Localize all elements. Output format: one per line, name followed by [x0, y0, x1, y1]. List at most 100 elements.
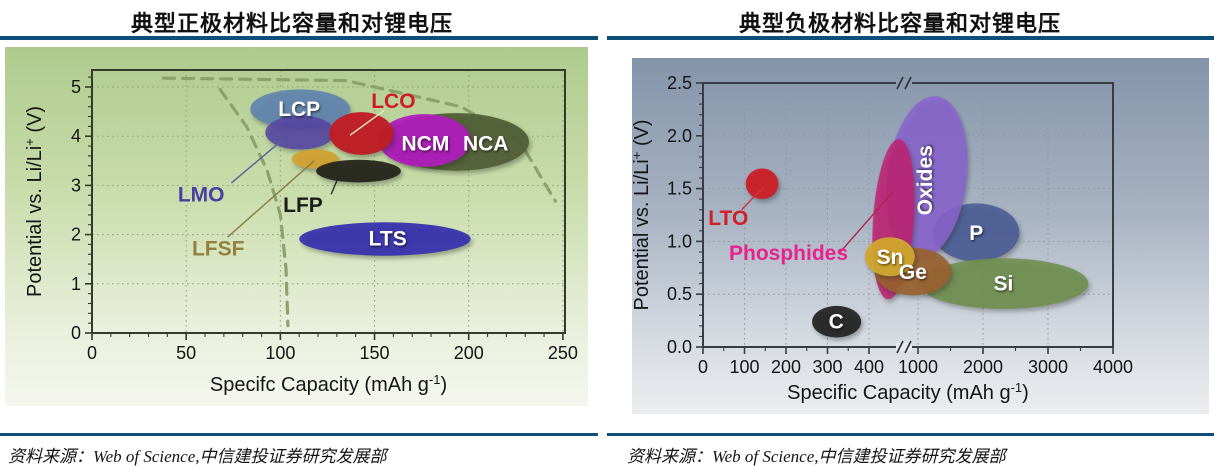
anode-section: 典型负极材料比容量和对锂电压 0 100 200 300 400 1000 2000 3000… [607, 0, 1214, 468]
label-LCP: LCP [278, 98, 320, 121]
tspan: ) [1022, 382, 1029, 404]
x-tick-label: 200 [454, 343, 484, 363]
bubble-LMO [265, 115, 335, 150]
x-tick-label: 1000 [898, 357, 938, 377]
bubble-LFP [316, 159, 401, 183]
cathode-title-rule [0, 36, 598, 40]
x-tick-label: 4000 [1093, 357, 1133, 377]
bubble-Si [919, 258, 1089, 309]
label-Sn: Sn [877, 246, 904, 269]
bubble-LTS [299, 222, 471, 256]
y-tick-label: 1.5 [667, 179, 692, 199]
anode-title-rule [607, 36, 1214, 40]
y-tick-label: 4 [71, 126, 81, 146]
label-LFSF: LFSF [192, 237, 245, 260]
bubble-LCO [329, 112, 394, 155]
axis-ticks [696, 82, 1114, 354]
label-LMO: LMO [178, 183, 225, 206]
tspan: + [22, 138, 37, 146]
tspan: -1 [1011, 380, 1023, 395]
label-P: P [969, 222, 983, 245]
y-tick-label: 0.0 [667, 337, 692, 357]
cathode-source-note: 资料来源：Web of Science,中信建投证券研究发展部 [8, 447, 387, 466]
anode-chart: 0 100 200 300 400 1000 2000 3000 4000 0.0 0.5 1.0 1.… [632, 73, 1133, 404]
y-tick-label: 5 [71, 77, 81, 97]
cathode-source-rule [0, 433, 598, 436]
axis-break-gap [896, 343, 912, 351]
bubble-Sn [864, 237, 915, 277]
y-tick-label: 1 [71, 274, 81, 294]
x-tick-label: 300 [812, 357, 842, 377]
dashed-guide-1 [218, 87, 290, 328]
tspan: + [632, 152, 644, 160]
x-tick-label: 100 [729, 357, 759, 377]
anode-chart-title: 典型负极材料比容量和对锂电压 [738, 11, 1061, 36]
x-tick-label: 3000 [1028, 357, 1068, 377]
cathode-section: 典型正极材料比容量和对锂电压 0 50 100 150 200 250 0 1 2 3 4 5 LCP L… [0, 11, 598, 466]
label-LTS: LTS [369, 228, 407, 251]
y-tick-label: 2 [71, 225, 81, 245]
x-tick-label: 200 [771, 357, 801, 377]
label-LFP: LFP [283, 194, 323, 217]
tspan: Potential vs. Li/Li [632, 159, 653, 310]
y-tick-label: 1.0 [667, 231, 692, 251]
bubble-C [812, 305, 862, 338]
leader-line-Phosphides [839, 191, 894, 253]
leader-line-LFSF [227, 160, 315, 238]
cathode-chart-panel: 0 50 100 150 200 250 0 1 2 3 4 5 LCP LMO NCA LFSF LFP NCM… [5, 47, 588, 406]
tspan: (V) [632, 119, 653, 151]
axis-break-slash [904, 76, 912, 90]
axis-break-slash [896, 76, 904, 90]
anode-chart-panel: 0 100 200 300 400 1000 2000 3000 4000 0.0 0.5 1.0 1.… [632, 58, 1209, 414]
label-Ge: Ge [899, 261, 927, 284]
leader-line-LTO [741, 186, 765, 211]
axis-break-slash [896, 340, 904, 354]
x-tick-label: 0 [698, 357, 708, 377]
bubble-LTO [745, 168, 779, 200]
axis-break-slash [904, 340, 912, 354]
label-Phosphides: Phosphides [729, 242, 848, 265]
axis-ticks [85, 76, 564, 340]
x-tick-label: 150 [360, 343, 390, 363]
x-tick-label: 400 [854, 357, 884, 377]
bubble-LCP [250, 89, 350, 129]
tspan: (V) [24, 106, 46, 138]
x-tick-label: 250 [548, 343, 578, 363]
y-tick-label: 0.5 [667, 284, 692, 304]
x-axis-title: Specific Capacity (mAh g-1) [787, 380, 1029, 404]
anode-source-rule [607, 433, 1214, 436]
label-C: C [829, 311, 844, 334]
x-axis-title: Specifc Capacity (mAh g-1) [210, 372, 447, 396]
label-Si: Si [993, 273, 1013, 296]
tspan: Potential vs. Li/Li [24, 146, 46, 297]
y-axis-title: Potential vs. Li/Li+ (V) [22, 106, 46, 297]
cathode-chart: 0 50 100 150 200 250 0 1 2 3 4 5 LCP LMO NCA LFSF LFP NCM… [22, 69, 578, 396]
label-NCM: NCM [401, 133, 449, 156]
label-LTO: LTO [708, 207, 748, 230]
bubble-NCM [378, 114, 471, 167]
y-tick-label: 2.5 [667, 73, 692, 93]
anode-source-note: 资料来源：Web of Science,中信建投证券研究发展部 [627, 447, 1006, 466]
plot-frame [91, 69, 566, 334]
y-axis-title: Potential vs. Li/Li+ (V) [632, 119, 653, 310]
axis-break-gap [896, 79, 912, 87]
leader-line-LFP [330, 171, 342, 195]
y-tick-label: 2.0 [667, 126, 692, 146]
label-LCO: LCO [371, 90, 415, 113]
cathode-chart-title: 典型正极材料比容量和对锂电压 [130, 11, 453, 36]
leader-line-LMO [230, 139, 283, 184]
leader-line-LCO [349, 110, 385, 136]
x-tick-label: 50 [176, 343, 196, 363]
axis-tick-labels: 0 100 200 300 400 1000 2000 3000 4000 0.0 0.5 1.0 1.… [667, 73, 1133, 377]
tspan: Specifc Capacity (mAh g [210, 374, 429, 396]
x-tick-label: 2000 [963, 357, 1003, 377]
label-Oxides: Oxides [914, 145, 937, 215]
tspan: Specific Capacity (mAh g [787, 382, 1010, 404]
label-NCA: NCA [463, 133, 509, 156]
y-tick-label: 3 [71, 175, 81, 195]
y-tick-label: 0 [71, 323, 81, 343]
tspan: -1 [429, 372, 441, 387]
tspan: ) [440, 374, 447, 396]
axis-tick-labels: 0 50 100 150 200 250 0 1 2 3 4 5 [71, 77, 578, 363]
